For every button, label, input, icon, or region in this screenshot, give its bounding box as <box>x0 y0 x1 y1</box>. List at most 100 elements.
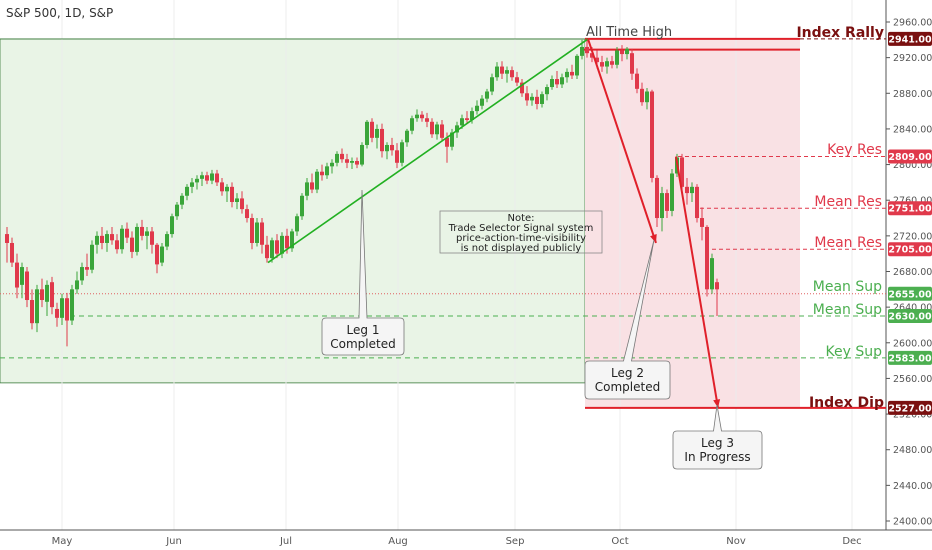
candle-body <box>405 130 409 143</box>
candle-body <box>495 66 499 78</box>
candle-body <box>225 186 229 192</box>
leg3-callout: Leg 3In Progress <box>672 404 763 470</box>
candle-body <box>85 267 89 270</box>
candle-body <box>705 226 709 290</box>
candle-body <box>535 96 539 104</box>
candle-body <box>665 193 669 211</box>
candle-body <box>355 161 359 165</box>
candle-body <box>200 175 204 179</box>
y-tick-label: 2400.00 <box>893 517 932 528</box>
candle-body <box>465 118 469 121</box>
candle-body <box>40 289 44 301</box>
candle-body <box>555 79 559 85</box>
candle-body <box>60 298 64 318</box>
candle-body <box>480 98 484 106</box>
candle-body <box>645 91 649 103</box>
level-label: Index Dip <box>809 395 884 411</box>
candle-body <box>55 308 59 318</box>
candle-body <box>580 46 584 56</box>
candle-body <box>235 198 239 202</box>
candle-body <box>240 198 244 210</box>
candle-body <box>340 153 344 160</box>
candle-body <box>175 204 179 217</box>
price-tag-label: 2655.00 <box>888 289 932 300</box>
candle-body <box>485 91 489 99</box>
candle-body <box>160 246 164 263</box>
candle-body <box>610 61 614 65</box>
candle-body <box>400 142 404 163</box>
candle-body <box>110 234 114 241</box>
candle-body <box>565 71 569 78</box>
candle-body <box>520 82 524 94</box>
candle-body <box>325 166 329 176</box>
price-tag-label: 2941.00 <box>888 34 932 45</box>
candle-body <box>195 178 199 183</box>
price-tag-label: 2583.00 <box>888 353 932 364</box>
candle-body <box>715 282 719 290</box>
candle-body <box>710 258 714 290</box>
level-label: Index Rally <box>796 25 884 41</box>
candle-body <box>350 161 354 163</box>
candle-body <box>145 231 149 236</box>
candle-body <box>620 50 624 55</box>
candle-body <box>475 105 479 112</box>
candle-body <box>25 271 29 301</box>
candle-body <box>650 91 654 178</box>
candle-body <box>295 216 299 232</box>
candle-body <box>5 234 9 243</box>
leg1-callout-bubble <box>321 189 405 356</box>
leg1-callout-text: Leg 1 <box>347 323 380 337</box>
candle-body <box>660 193 664 219</box>
price-tag-label: 2809.00 <box>888 152 932 163</box>
price-tag-label: 2705.00 <box>888 245 932 256</box>
price-tag <box>888 242 932 257</box>
candle-body <box>250 218 254 243</box>
candle-body <box>545 87 549 95</box>
candle-body <box>560 77 564 85</box>
candle-body <box>130 237 134 252</box>
candle-body <box>585 46 589 54</box>
candle-body <box>305 182 309 196</box>
candle-body <box>655 177 659 219</box>
y-tick-label: 2600.00 <box>893 338 932 349</box>
y-tick-label: 2840.00 <box>893 124 932 135</box>
note-line: Trade Selector Signal system <box>448 223 594 234</box>
candle-body <box>315 171 319 190</box>
price-tag <box>888 149 932 164</box>
candle-body <box>540 94 544 104</box>
candle-body <box>390 144 394 151</box>
candle-body <box>70 289 74 321</box>
x-tick-label: Dec <box>842 536 861 547</box>
candle-body <box>65 298 69 321</box>
candle-body <box>375 128 379 138</box>
candle-body <box>385 144 389 152</box>
y-tick-label: 2720.00 <box>893 231 932 242</box>
y-tick-label: 2640.00 <box>893 303 932 314</box>
price-tag <box>888 350 932 365</box>
y-tick-label: 2760.00 <box>893 196 932 207</box>
candle-body <box>30 300 34 324</box>
candle-body <box>100 235 104 243</box>
candle-body <box>80 267 84 281</box>
candle-body <box>135 226 139 252</box>
candle-body <box>550 79 554 88</box>
candle-body <box>180 195 184 205</box>
candle-body <box>430 121 434 135</box>
candle-body <box>230 186 234 202</box>
candle-body <box>50 282 54 308</box>
y-tick-label: 2880.00 <box>893 89 932 100</box>
candle-body <box>515 77 519 83</box>
y-tick-label: 2440.00 <box>893 481 932 492</box>
level-label: Key Sup <box>826 344 883 360</box>
level-label: Mean Sup <box>813 302 882 318</box>
candle-body <box>270 240 274 259</box>
candle-body <box>605 61 609 67</box>
price-tag <box>888 31 932 46</box>
candle-body <box>185 186 189 196</box>
candle-body <box>445 137 449 147</box>
candle-body <box>410 118 414 131</box>
candle-body <box>380 128 384 152</box>
candle-body <box>125 228 129 238</box>
